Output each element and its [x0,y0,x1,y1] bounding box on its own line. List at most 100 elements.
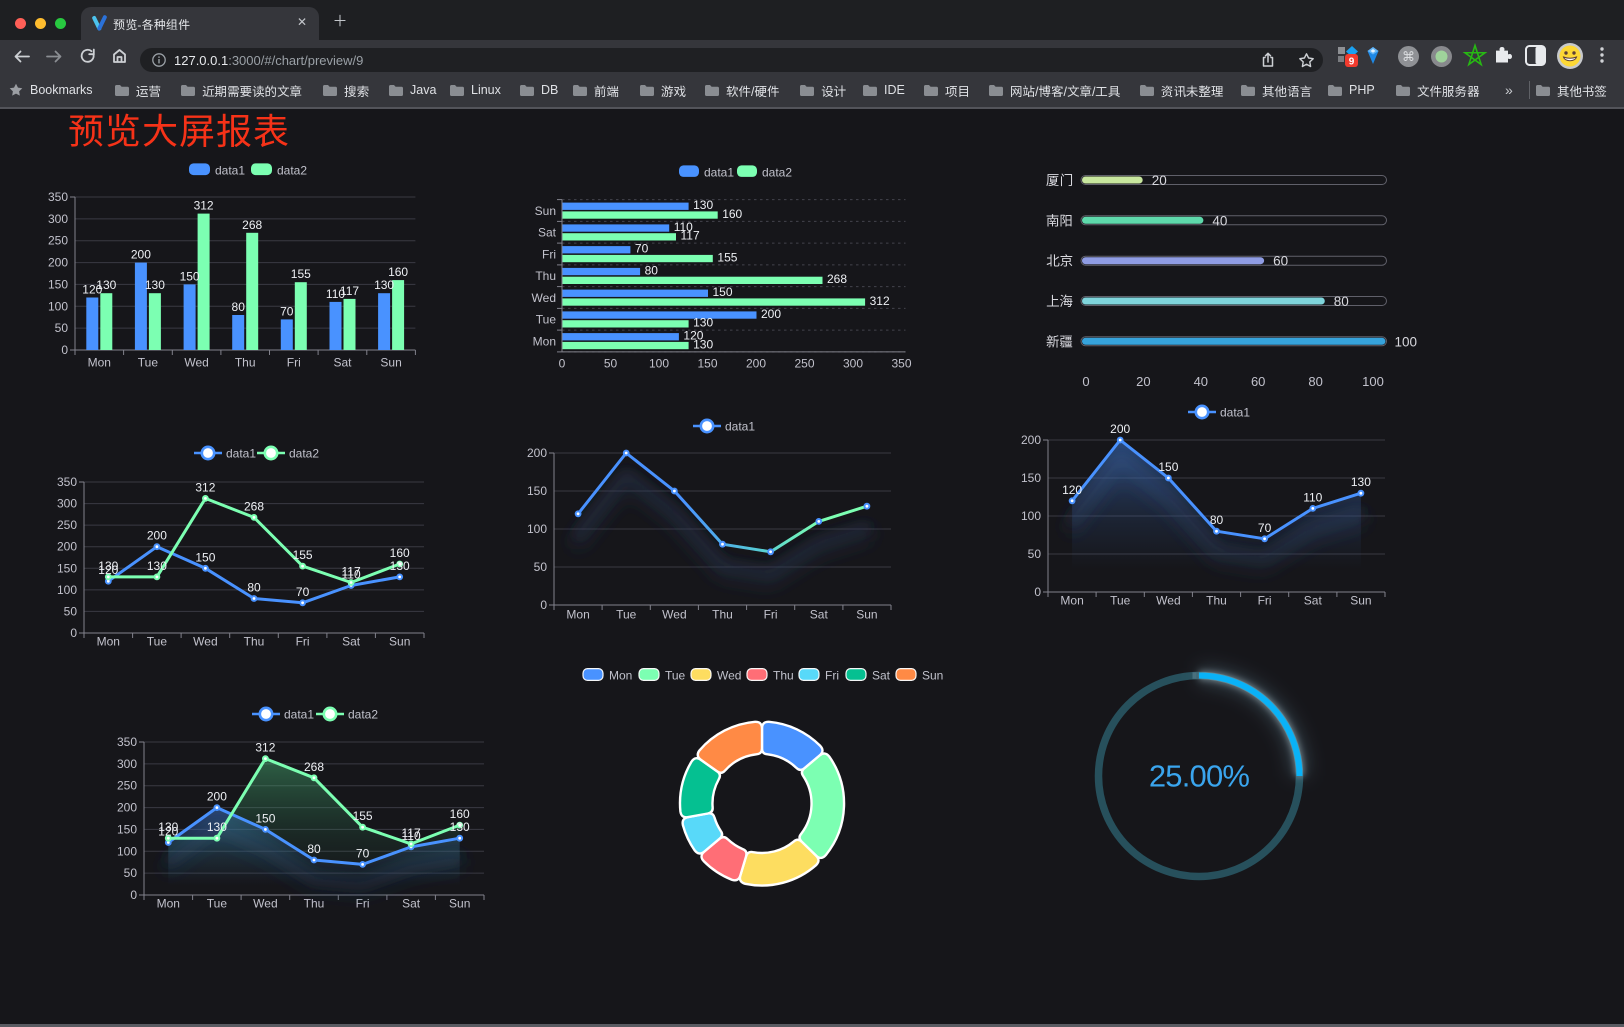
svg-text:150: 150 [697,357,717,371]
svg-text:70: 70 [1258,521,1272,535]
svg-text:110: 110 [342,568,361,582]
svg-text:Wed: Wed [662,608,686,622]
svg-text:Sat: Sat [538,226,557,240]
svg-text:160: 160 [722,207,742,221]
svg-text:50: 50 [124,866,138,880]
svg-text:350: 350 [57,475,77,489]
svg-text:Thu: Thu [712,608,733,622]
svg-text:268: 268 [242,218,262,232]
svg-text:Sun: Sun [535,204,556,218]
svg-text:Sat: Sat [342,635,361,649]
svg-text:0: 0 [70,626,77,640]
svg-text:Sat: Sat [333,356,352,370]
svg-text:9: 9 [1349,57,1355,68]
svg-text:155: 155 [291,267,311,281]
svg-text:Tue: Tue [207,897,228,911]
svg-text:110: 110 [402,829,421,843]
svg-text:60: 60 [1251,374,1265,389]
svg-text:Wed: Wed [193,635,217,649]
svg-text:130: 130 [693,337,713,351]
svg-text:200: 200 [1021,433,1041,447]
svg-text:data2: data2 [289,446,319,460]
svg-text:60: 60 [1273,254,1288,269]
svg-text:300: 300 [48,212,68,226]
svg-text:130: 130 [693,198,713,212]
svg-text:Sun: Sun [856,608,877,622]
svg-text:117: 117 [340,284,359,298]
svg-text:312: 312 [255,741,275,755]
svg-text:Thu: Thu [235,356,256,370]
svg-text:130: 130 [145,278,165,292]
svg-text:Fri: Fri [287,356,301,370]
svg-text:100: 100 [57,583,77,597]
svg-text:Mon: Mon [533,334,556,348]
svg-text:200: 200 [761,307,781,321]
svg-text:350: 350 [891,357,911,371]
svg-text:130: 130 [693,316,713,330]
svg-text:Fri: Fri [542,247,556,261]
svg-text:Wed: Wed [1156,594,1180,608]
svg-text:data2: data2 [762,165,792,179]
svg-text:Sat: Sat [872,668,891,682]
svg-text:Sat: Sat [810,608,829,622]
svg-text:80: 80 [1308,374,1322,389]
svg-text:Tue: Tue [665,668,686,682]
svg-text:0: 0 [559,357,566,371]
svg-text:100: 100 [1021,509,1041,523]
svg-text:80: 80 [247,581,261,595]
svg-text:100: 100 [117,844,137,858]
svg-text:100: 100 [649,357,669,371]
svg-text:Thu: Thu [535,269,556,283]
svg-text:50: 50 [64,604,78,618]
svg-text:Sun: Sun [449,897,470,911]
svg-text:250: 250 [794,357,814,371]
svg-text:Wed: Wed [184,356,208,370]
svg-text:150: 150 [713,285,733,299]
svg-text:200: 200 [147,529,167,543]
svg-text:Mon: Mon [97,635,120,649]
svg-text:110: 110 [326,287,345,301]
svg-text:Wed: Wed [532,291,556,305]
svg-text:150: 150 [180,269,200,283]
svg-text:150: 150 [48,277,68,291]
svg-text:Fri: Fri [825,668,839,682]
svg-text:Fri: Fri [296,635,310,649]
svg-text:50: 50 [604,357,618,371]
svg-text:117: 117 [681,229,700,243]
svg-text:160: 160 [390,546,410,560]
svg-text:70: 70 [280,304,294,318]
svg-text:155: 155 [293,548,313,562]
svg-text:300: 300 [57,497,77,511]
svg-text:Thu: Thu [1206,594,1227,608]
svg-text:200: 200 [48,256,68,270]
svg-text:data1: data1 [704,165,734,179]
svg-text:Fri: Fri [1258,594,1272,608]
svg-text:130: 130 [147,559,167,573]
svg-text:0: 0 [1082,374,1089,389]
svg-text:0: 0 [130,888,137,902]
svg-text:Thu: Thu [244,635,265,649]
svg-text:Sun: Sun [380,356,401,370]
svg-text:120: 120 [98,563,118,577]
svg-text:data1: data1 [284,707,314,721]
svg-text:70: 70 [296,585,310,599]
svg-text:Tue: Tue [616,608,637,622]
svg-text:Fri: Fri [356,897,370,911]
svg-text:268: 268 [244,499,264,513]
svg-text:200: 200 [207,790,227,804]
svg-text:130: 130 [207,820,227,834]
svg-text:20: 20 [1136,374,1150,389]
svg-text:⌘: ⌘ [1402,49,1415,64]
svg-text:130: 130 [98,559,118,573]
svg-text:120: 120 [82,283,102,297]
svg-text:Thu: Thu [773,668,794,682]
svg-text:25.00%: 25.00% [1149,759,1250,794]
svg-text:100: 100 [1362,374,1384,389]
svg-text:117: 117 [402,826,421,840]
svg-text:312: 312 [195,480,215,494]
svg-text:150: 150 [1158,460,1178,474]
svg-text:20: 20 [1152,173,1167,188]
svg-text:Thu: Thu [304,897,325,911]
svg-text:南阳: 南阳 [1046,213,1073,228]
svg-text:268: 268 [827,272,847,286]
